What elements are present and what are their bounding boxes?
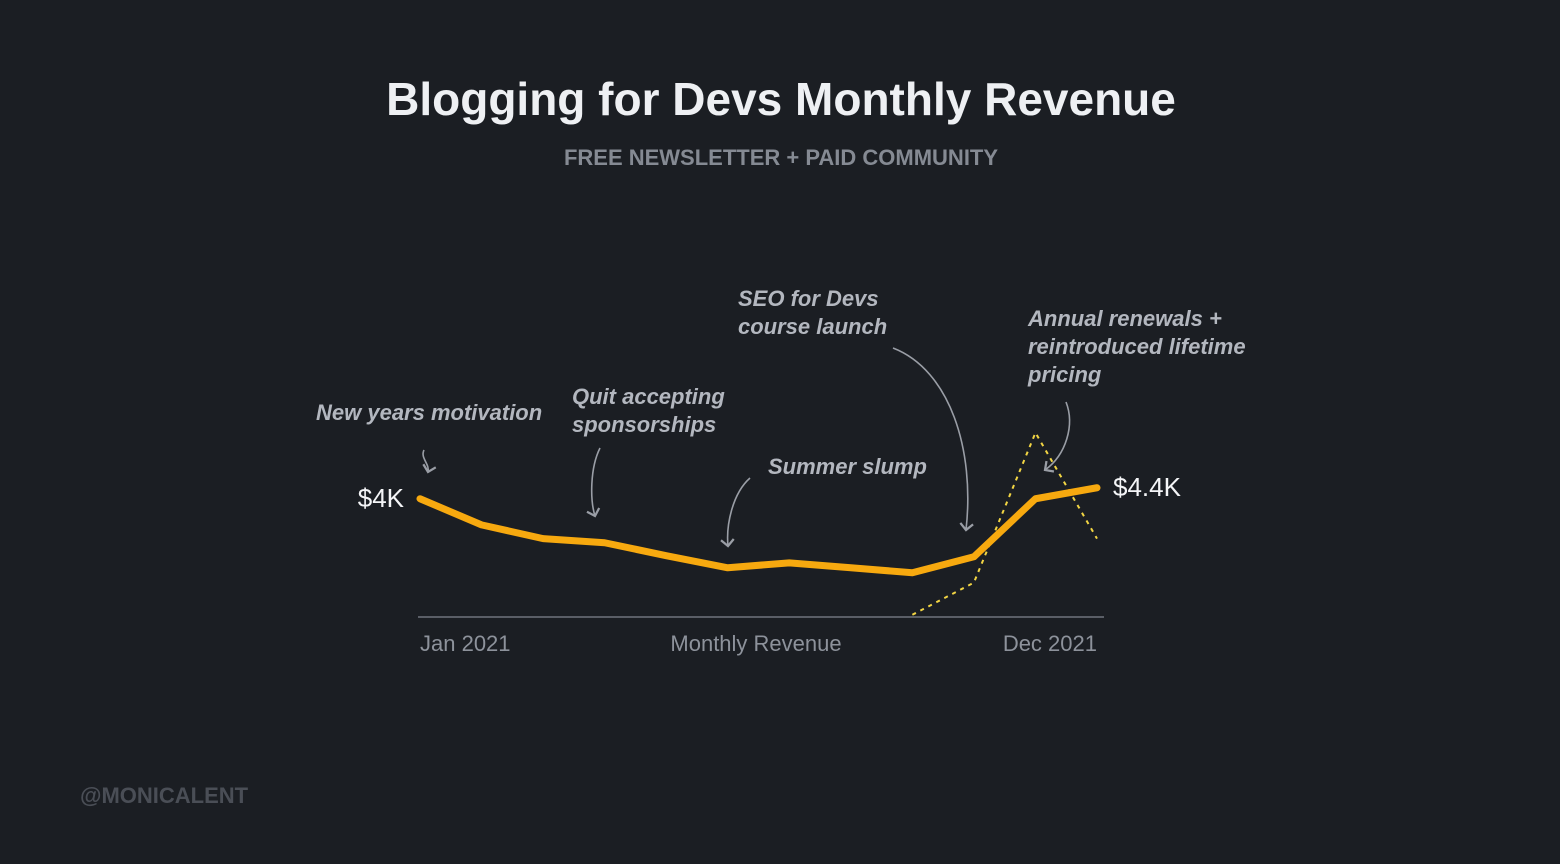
x-axis-label: Monthly Revenue (670, 631, 841, 656)
annotation-line: Summer slump (768, 454, 927, 479)
arrow (892, 347, 974, 532)
annotation-line: New years motivation (316, 400, 542, 425)
annotation: Annual renewals + reintroduced lifetime pr… (1027, 306, 1246, 387)
value-label: $4.4K (1113, 472, 1182, 502)
annotation-line: SEO for Devs (738, 286, 879, 311)
annotation: New years motivation (316, 400, 542, 425)
chart-title: Blogging for Devs Monthly Revenue (386, 73, 1176, 125)
value-label: $4K (358, 483, 405, 513)
annotation-line: Annual renewals + (1027, 306, 1222, 331)
annotation-line: Quit accepting (572, 384, 725, 409)
annotation: Quit accepting sponsorships (572, 384, 725, 437)
arrow (1043, 401, 1071, 473)
chart-subtitle: FREE NEWSLETTER + PAID COMMUNITY (564, 145, 998, 170)
arrow (422, 449, 437, 474)
annotation: Summer slump (768, 454, 927, 479)
annotation-arrows (422, 347, 1071, 548)
annotation-line: sponsorships (572, 412, 716, 437)
x-tick-label: Jan 2021 (420, 631, 511, 656)
arrow (586, 447, 601, 518)
annotation: SEO for Devs course launch (738, 286, 887, 339)
credit: @MONICALENT (80, 783, 249, 808)
x-tick-label: Dec 2021 (1003, 631, 1097, 656)
annotation-line: reintroduced lifetime (1028, 334, 1246, 359)
arrow (720, 477, 751, 548)
line (416, 484, 1101, 577)
annotation-line: pricing (1027, 362, 1102, 387)
annotation-line: course launch (738, 314, 887, 339)
